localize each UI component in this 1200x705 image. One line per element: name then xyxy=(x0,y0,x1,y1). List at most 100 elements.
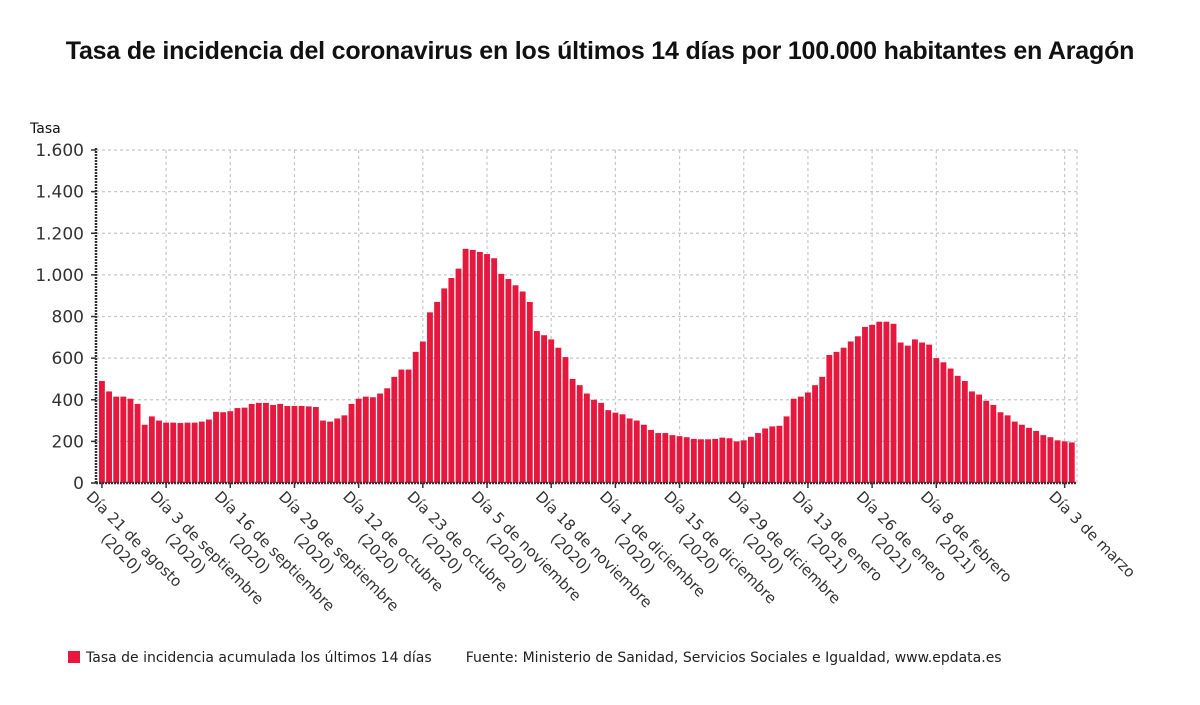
bar xyxy=(127,398,134,483)
bar xyxy=(241,407,248,483)
bar xyxy=(106,391,112,483)
bar xyxy=(591,399,597,483)
bar xyxy=(954,375,961,483)
y-tick-label: 1.200 xyxy=(35,224,84,244)
bar xyxy=(1040,435,1047,483)
bar xyxy=(612,412,619,483)
bar xyxy=(99,381,105,483)
bar xyxy=(484,254,490,483)
bar xyxy=(933,358,940,484)
bar xyxy=(961,381,968,483)
bar xyxy=(120,396,127,483)
bar xyxy=(605,410,612,483)
bar xyxy=(869,324,876,483)
bar xyxy=(255,402,262,483)
bar xyxy=(947,368,954,483)
axes xyxy=(91,148,1077,488)
bar xyxy=(1047,437,1054,483)
bar xyxy=(263,402,269,483)
bar xyxy=(134,403,141,483)
bar xyxy=(790,398,797,483)
bar xyxy=(705,439,712,483)
bar xyxy=(983,400,990,483)
bar xyxy=(348,403,355,483)
y-tick-label: 800 xyxy=(52,308,84,328)
bar xyxy=(690,438,697,483)
bar xyxy=(163,422,170,483)
bar xyxy=(911,339,918,483)
bar xyxy=(541,335,547,483)
bar xyxy=(648,429,654,483)
x-tick-label-line: Día 3 de marzo xyxy=(1045,488,1139,582)
bar xyxy=(812,385,818,483)
bar xyxy=(847,341,854,483)
bar xyxy=(833,351,840,483)
bar xyxy=(840,347,847,483)
bar xyxy=(762,428,769,483)
bar xyxy=(141,424,148,483)
bar xyxy=(755,433,761,483)
bar xyxy=(926,344,933,483)
bar xyxy=(412,351,419,483)
bar xyxy=(205,419,212,483)
bar xyxy=(405,369,412,483)
bar xyxy=(498,273,505,483)
bar xyxy=(419,341,426,483)
y-tick-label: 1.400 xyxy=(35,183,84,203)
bar xyxy=(1033,430,1040,483)
bar xyxy=(320,420,326,483)
bar xyxy=(683,437,690,483)
bar xyxy=(441,288,448,483)
bar xyxy=(662,433,669,483)
bars xyxy=(99,248,1075,484)
bar xyxy=(619,414,626,483)
bar xyxy=(298,405,305,483)
bar xyxy=(526,301,533,483)
bar xyxy=(1061,441,1068,484)
y-tick-label: 1.600 xyxy=(35,141,84,161)
bar xyxy=(469,249,476,483)
bar xyxy=(626,418,633,483)
bar xyxy=(569,378,576,483)
y-tick-label: 600 xyxy=(52,349,84,369)
bar xyxy=(427,312,433,483)
bar xyxy=(512,285,519,483)
bar xyxy=(184,422,191,483)
bar xyxy=(291,405,298,483)
legend-swatch xyxy=(68,651,80,663)
bar xyxy=(969,391,975,483)
bar xyxy=(976,394,983,483)
bar xyxy=(198,421,205,483)
y-tick-label: 200 xyxy=(52,432,84,452)
bar xyxy=(177,423,184,483)
bar xyxy=(640,424,647,483)
bar xyxy=(341,415,348,483)
bar xyxy=(576,385,583,483)
bar xyxy=(562,357,569,483)
bar xyxy=(227,411,234,483)
bar xyxy=(355,398,362,483)
bar xyxy=(334,418,341,483)
bar xyxy=(726,438,733,483)
footer: Tasa de incidencia acumulada los últimos… xyxy=(68,650,1002,666)
y-axis-label: Tasa xyxy=(29,121,61,137)
bar xyxy=(876,321,883,483)
bar xyxy=(890,323,897,483)
bar xyxy=(476,251,483,483)
bar xyxy=(555,347,562,483)
bar xyxy=(747,436,754,483)
bar xyxy=(305,406,312,483)
bar xyxy=(883,321,890,483)
bar xyxy=(698,439,704,483)
bar xyxy=(719,437,726,483)
bar xyxy=(234,408,241,483)
bar xyxy=(220,412,227,483)
bar xyxy=(940,362,947,483)
bar xyxy=(583,393,590,483)
bar xyxy=(1018,424,1025,483)
bar xyxy=(1004,415,1011,483)
bar xyxy=(284,405,291,483)
bar xyxy=(655,433,662,483)
bar xyxy=(248,403,255,483)
bar xyxy=(776,425,783,483)
